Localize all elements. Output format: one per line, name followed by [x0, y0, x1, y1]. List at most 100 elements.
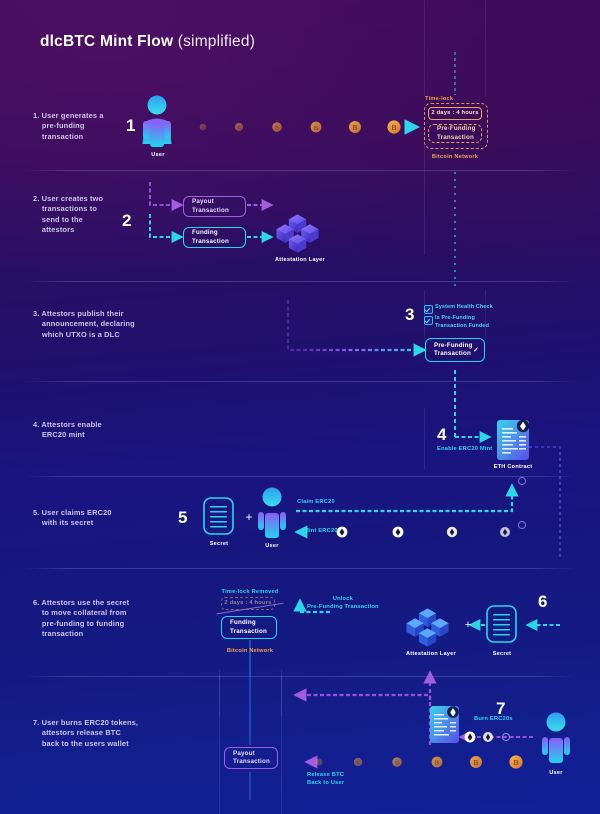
timelock-value-box: 2 days : 4 hours	[428, 107, 482, 120]
release-btc-label: Release BTC Back to User	[307, 772, 345, 786]
step-2-number: 2	[122, 211, 132, 230]
user-label-1: User	[151, 152, 165, 158]
checkbox-prefunding-funded[interactable]	[424, 316, 433, 325]
eth-token	[483, 732, 493, 742]
burn-erc20s-label: Burn ERC20s	[474, 716, 513, 722]
btc-release-flow-7: B B B B B B	[304, 755, 546, 769]
time-lock-removed-label: Time-lock Removed	[221, 589, 279, 595]
funding-transaction-label-2: Funding Transaction	[230, 619, 267, 635]
eth-token-ghost	[501, 732, 511, 742]
bitcoin-network-frame	[424, 103, 488, 149]
pre-funding-transaction-label-2: Pre-Funding Transaction	[434, 341, 473, 357]
bitcoin-network-label-2: Bitcoin Network	[226, 648, 274, 654]
step-4-number: 4	[437, 425, 447, 444]
step-1-description: 1. User generates a pre-funding transact…	[33, 111, 104, 141]
step-6-description: 6. Attestors use the secret to move coll…	[33, 598, 130, 639]
lane-guide-btc-2	[485, 0, 486, 96]
eth-token	[392, 526, 404, 538]
eth-contract-doc-7	[430, 706, 459, 743]
funding-transaction-label: Funding Transaction	[192, 229, 229, 245]
svg-text:B: B	[474, 759, 479, 767]
svg-text:B: B	[395, 761, 399, 767]
svg-text:B: B	[513, 758, 518, 767]
divider-2	[24, 281, 576, 282]
pre-funding-transaction-box-1: Pre-Funding Transaction	[428, 124, 482, 143]
payout-transaction-label: Payout Transaction	[192, 198, 229, 214]
user-figure-5	[258, 487, 286, 538]
lane-guide-eth-1	[424, 290, 425, 340]
step-5-description: 5. User claims ERC20 with its secret	[33, 508, 112, 528]
claim-erc20-label: Claim ERC20	[297, 499, 335, 505]
eth-contract-label: ETH Contract	[493, 464, 533, 470]
payout-transaction-box-1: Payout Transaction	[183, 196, 246, 217]
funding-transaction-box-1: Funding Transaction	[183, 227, 246, 248]
payout-transaction-box-2: Payout Transaction	[224, 747, 278, 769]
eth-token	[500, 527, 510, 537]
divider-5	[24, 568, 576, 569]
lane-guide-payout	[281, 670, 282, 814]
step-6-number: 6	[538, 592, 548, 611]
check-label-system-health: System Health Check	[435, 304, 493, 310]
step-2-description: 2. User creates two transactions to send…	[33, 194, 104, 235]
svg-text:B: B	[237, 126, 240, 131]
step-3-number: 3	[405, 305, 415, 324]
lane-guide-btc-1	[424, 0, 425, 96]
attestation-layer-cubes-1	[276, 214, 319, 253]
attestation-layer-label-2: Attestation Layer	[406, 651, 456, 657]
lane-guide-b	[219, 676, 220, 716]
page-title: dlcBTC Mint Flow (simplified)	[40, 33, 255, 51]
divider-6	[24, 676, 576, 677]
prefunding-check-mark: ✓	[473, 347, 479, 354]
title-light: (simplified)	[177, 33, 256, 50]
claim-erc20-path	[296, 483, 519, 513]
eth-token	[446, 526, 458, 538]
lane-guide-eth-2	[485, 290, 486, 340]
step-3-description: 3. Attestors publish their announcement,…	[33, 309, 135, 339]
svg-text:B: B	[391, 123, 396, 132]
eth-right-rail	[529, 446, 561, 560]
user-figure-1	[142, 95, 172, 147]
step3-connectors	[286, 300, 427, 357]
user-figure-7	[542, 712, 570, 763]
step-4-description: 4. Attestors enable ERC20 mint	[33, 420, 102, 440]
divider-1	[24, 170, 576, 171]
svg-text:B: B	[314, 125, 318, 132]
secret-doc-6	[486, 605, 517, 643]
user-label-5: User	[265, 543, 279, 549]
bitcoin-network-label-1: Bitcoin Network	[431, 154, 479, 160]
secret-label-5: Secret	[209, 541, 229, 547]
btc-flow-step1: B B B B B B	[192, 119, 421, 135]
funding-transaction-box-2: Funding Transaction	[221, 616, 277, 639]
divider-4	[24, 476, 576, 477]
secret-label-6: Secret	[492, 651, 512, 657]
svg-text:B: B	[318, 760, 321, 765]
checkbox-system-health[interactable]	[424, 305, 433, 314]
title-bold: dlcBTC Mint Flow	[40, 33, 174, 50]
eth-contract-doc	[497, 419, 530, 460]
time-lock-label: Time-lock	[425, 96, 454, 102]
check-label-prefunding-funded: Is Pre-Funding Transaction Funded	[435, 315, 490, 329]
eth-token-ghost	[517, 476, 527, 486]
eth-token	[464, 731, 476, 743]
timelock-value: 2 days : 4 hours	[431, 110, 479, 117]
divider-3	[24, 381, 576, 382]
attestation-layer-label-1: Attestation Layer	[275, 257, 325, 263]
mint-erc20-label: Mint ERC20	[304, 528, 338, 534]
step-1-number: 1	[126, 116, 136, 135]
lane-guide-left	[219, 670, 220, 814]
pre-funding-transaction-label: Pre-Funding Transaction	[437, 125, 476, 141]
pre-funding-transaction-box-2: Pre-Funding Transaction	[425, 338, 485, 362]
lane-guide-eth-3	[424, 408, 425, 470]
svg-text:B: B	[353, 124, 358, 132]
lane-guide-c	[281, 676, 282, 716]
svg-text:B: B	[275, 126, 279, 132]
step-7-number: 7	[496, 699, 506, 718]
secret-doc-5: +	[203, 497, 253, 535]
svg-text:B: B	[435, 760, 439, 767]
svg-text:B: B	[356, 761, 359, 766]
step-7-description: 7. User burns ERC20 tokens, attestors re…	[33, 718, 139, 748]
step6-connectors	[293, 598, 560, 631]
eth-token-ghost	[517, 520, 527, 530]
